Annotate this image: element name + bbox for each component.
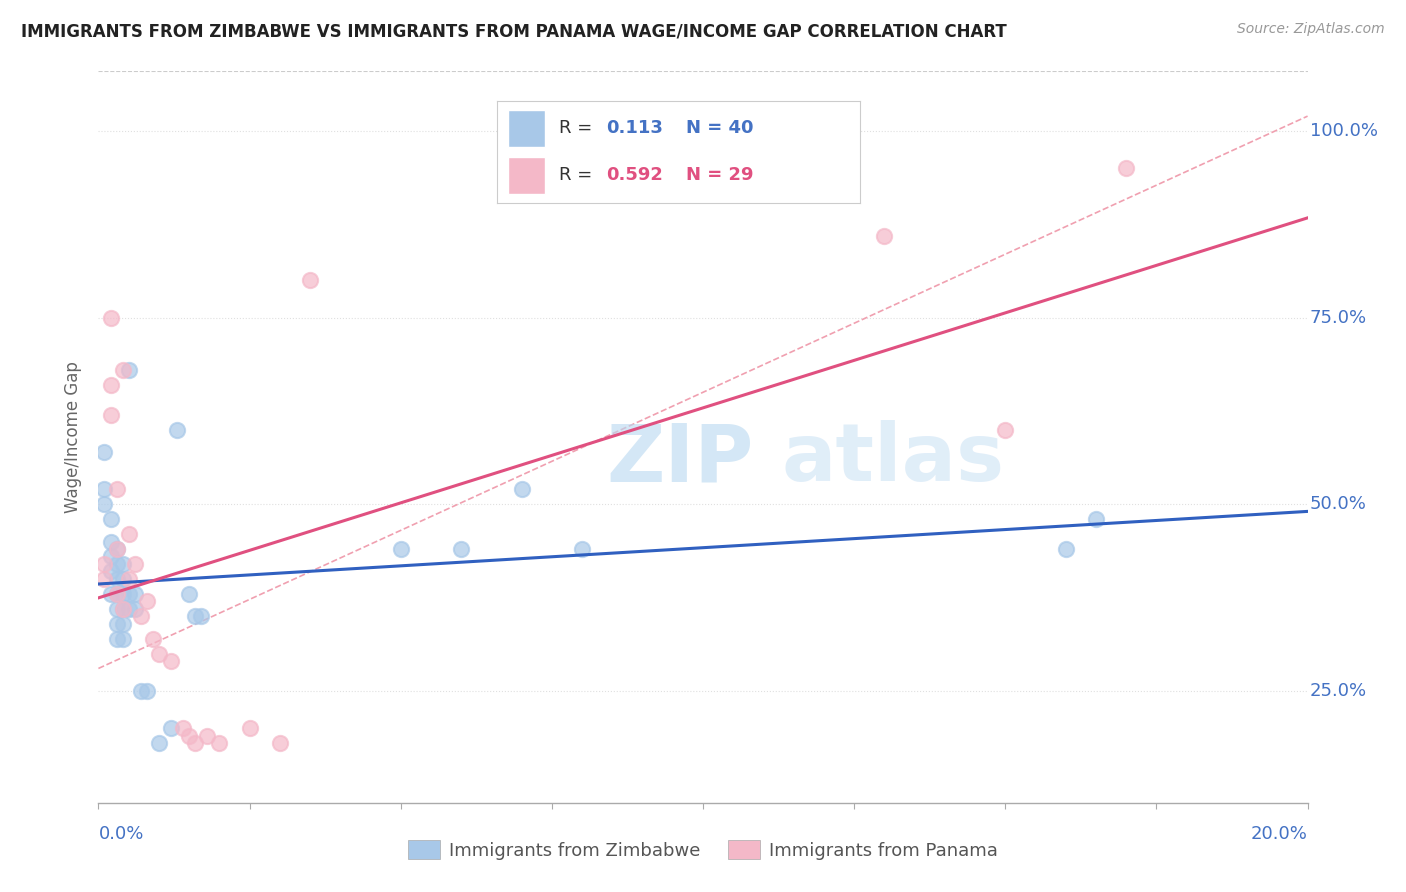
Point bbox=[239, 721, 262, 735]
Point bbox=[118, 601, 141, 615]
Point bbox=[105, 557, 128, 571]
Point bbox=[994, 423, 1017, 437]
Point bbox=[160, 721, 183, 735]
Point bbox=[129, 683, 152, 698]
Point bbox=[299, 273, 322, 287]
Text: atlas: atlas bbox=[782, 420, 1005, 498]
Text: 50.0%: 50.0% bbox=[1310, 495, 1367, 513]
Point bbox=[111, 557, 134, 571]
Point bbox=[179, 587, 201, 601]
Point bbox=[100, 377, 122, 392]
Text: 0.0%: 0.0% bbox=[98, 825, 143, 843]
Point bbox=[389, 542, 412, 557]
Point bbox=[111, 572, 134, 586]
Point bbox=[142, 632, 165, 646]
Point bbox=[450, 542, 472, 557]
Point bbox=[160, 654, 183, 668]
Point bbox=[105, 616, 128, 631]
Point bbox=[93, 572, 115, 586]
Point bbox=[208, 736, 231, 750]
Point bbox=[105, 542, 128, 557]
Point bbox=[1054, 542, 1077, 557]
Point bbox=[148, 736, 170, 750]
Point bbox=[100, 310, 122, 325]
Text: 75.0%: 75.0% bbox=[1310, 309, 1367, 326]
Point bbox=[105, 601, 128, 615]
Point bbox=[105, 483, 128, 497]
Point bbox=[111, 363, 134, 377]
Point bbox=[100, 534, 122, 549]
Point bbox=[118, 527, 141, 541]
Text: 100.0%: 100.0% bbox=[1310, 122, 1378, 140]
Point bbox=[118, 587, 141, 601]
Point bbox=[148, 647, 170, 661]
Point bbox=[105, 587, 128, 601]
Text: 20.0%: 20.0% bbox=[1251, 825, 1308, 843]
Point bbox=[269, 736, 291, 750]
Point bbox=[111, 616, 134, 631]
Point bbox=[135, 594, 157, 608]
Point bbox=[129, 609, 152, 624]
Point bbox=[195, 729, 218, 743]
Point bbox=[118, 572, 141, 586]
Point bbox=[111, 632, 134, 646]
Point bbox=[100, 549, 122, 564]
Point bbox=[184, 736, 207, 750]
Point bbox=[105, 572, 128, 586]
Point bbox=[190, 609, 212, 624]
Legend: Immigrants from Zimbabwe, Immigrants from Panama: Immigrants from Zimbabwe, Immigrants fro… bbox=[401, 833, 1005, 867]
Point bbox=[100, 565, 122, 579]
Point bbox=[111, 587, 134, 601]
Point bbox=[571, 542, 593, 557]
Point bbox=[105, 632, 128, 646]
Y-axis label: Wage/Income Gap: Wage/Income Gap bbox=[65, 361, 83, 513]
Text: Source: ZipAtlas.com: Source: ZipAtlas.com bbox=[1237, 22, 1385, 37]
Point bbox=[100, 408, 122, 422]
Point bbox=[172, 721, 194, 735]
Point bbox=[111, 601, 134, 615]
Point bbox=[184, 609, 207, 624]
Point bbox=[124, 557, 146, 571]
Point bbox=[100, 512, 122, 526]
Point bbox=[93, 483, 115, 497]
Point bbox=[93, 445, 115, 459]
Point bbox=[166, 423, 188, 437]
Text: ZIP: ZIP bbox=[606, 420, 754, 498]
Point bbox=[93, 557, 115, 571]
Point bbox=[105, 542, 128, 557]
Point bbox=[510, 483, 533, 497]
Point bbox=[124, 601, 146, 615]
Point bbox=[135, 683, 157, 698]
Point bbox=[1085, 512, 1108, 526]
Point bbox=[1115, 161, 1137, 176]
Point bbox=[111, 601, 134, 615]
Point bbox=[124, 587, 146, 601]
Text: 25.0%: 25.0% bbox=[1310, 681, 1367, 700]
Point bbox=[179, 729, 201, 743]
Text: IMMIGRANTS FROM ZIMBABWE VS IMMIGRANTS FROM PANAMA WAGE/INCOME GAP CORRELATION C: IMMIGRANTS FROM ZIMBABWE VS IMMIGRANTS F… bbox=[21, 22, 1007, 40]
Point bbox=[873, 228, 896, 243]
Point bbox=[118, 363, 141, 377]
Point bbox=[93, 497, 115, 511]
Point bbox=[105, 587, 128, 601]
Point bbox=[100, 587, 122, 601]
